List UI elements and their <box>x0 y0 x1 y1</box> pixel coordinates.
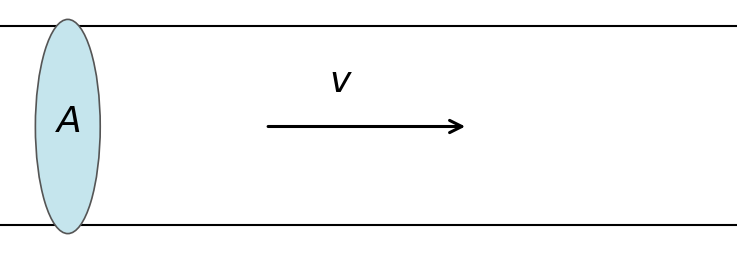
Ellipse shape <box>35 20 100 234</box>
Text: $\mathit{v}$: $\mathit{v}$ <box>329 64 352 98</box>
Text: $\mathit{A}$: $\mathit{A}$ <box>55 105 81 139</box>
